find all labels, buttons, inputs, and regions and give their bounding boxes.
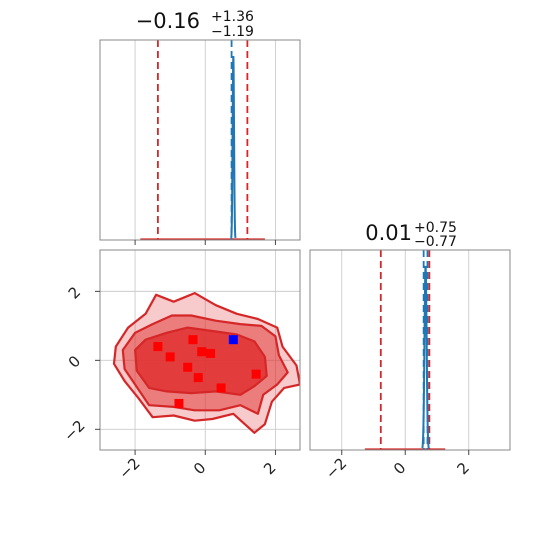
red-sample-marker — [251, 369, 261, 379]
param-2-x-tick-label: 2 — [453, 459, 472, 478]
joint-y-tick-label: −2 — [60, 417, 88, 445]
param-1-title-lower: −1.19 — [211, 24, 254, 40]
top-left-marginal-panel: −0.16 +1.36 −1.19 — [99, 9, 301, 245]
param-2-title-lower: −0.77 — [414, 234, 457, 250]
joint-x-tick-label: 0 — [190, 459, 209, 478]
bottom-right-marginal-panel: −2 0 2 0.01 +0.75 −0.77 — [309, 220, 511, 483]
red-sample-marker — [183, 362, 193, 372]
joint-x-tick-label: −2 — [115, 454, 143, 482]
param-2-title-median: 0.01 — [365, 221, 412, 245]
red-sample-marker — [197, 347, 207, 357]
joint-contour-panel: −2 0 2 −2 0 2 — [60, 249, 301, 483]
bottom-right-panel-frame — [309, 249, 511, 451]
param-1-title-median: −0.16 — [136, 9, 200, 33]
red-sample-marker — [165, 352, 175, 362]
red-sample-marker — [206, 348, 216, 358]
red-sample-marker — [153, 342, 163, 352]
param-2-x-tick-label: −2 — [322, 454, 350, 482]
red-sample-marker — [216, 383, 226, 393]
blue-sample-marker — [228, 335, 238, 345]
red-sample-marker — [174, 398, 184, 408]
top-left-panel-frame — [99, 39, 301, 241]
joint-y-tick-label: 0 — [65, 352, 84, 371]
param-2-title-upper: +0.75 — [414, 220, 457, 236]
joint-x-tick-label: 2 — [260, 459, 279, 478]
red-sample-marker — [188, 335, 198, 345]
param-2-x-tick-label: 0 — [390, 459, 409, 478]
param-1-title-upper: +1.36 — [211, 9, 254, 25]
red-sample-marker — [193, 373, 203, 383]
joint-contour-group — [112, 292, 300, 434]
joint-y-tick-label: 2 — [65, 283, 84, 302]
param-1-marginal-curve — [230, 55, 237, 239]
contour-level-3 — [134, 326, 268, 396]
param-2-marginal-curve — [421, 265, 430, 449]
joint-panel-frame — [99, 249, 301, 451]
